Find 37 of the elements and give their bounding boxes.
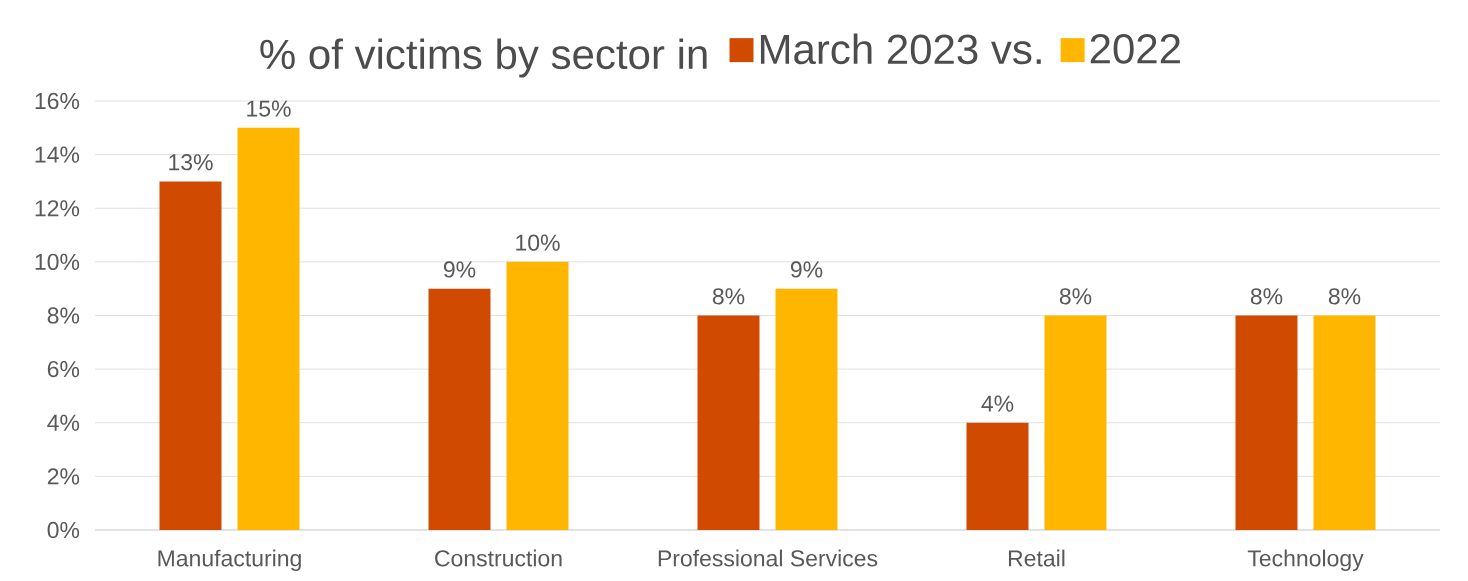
- y-tick-label: 8%: [47, 307, 80, 324]
- data-label: 9%: [443, 261, 476, 278]
- bar: [506, 261, 569, 530]
- data-label: 8%: [1328, 288, 1361, 305]
- bar: [1235, 315, 1298, 530]
- bar: [966, 422, 1029, 530]
- bar: [1313, 315, 1376, 530]
- data-label: 9%: [790, 261, 823, 278]
- y-tick-label: 10%: [35, 253, 80, 270]
- bar: [428, 288, 491, 530]
- x-tick-label: Construction: [435, 549, 562, 567]
- data-label: 4%: [981, 395, 1014, 412]
- legend-label: March 2023 vs.: [760, 33, 1041, 65]
- y-tick-label: 6%: [47, 360, 80, 378]
- y-tick-label: 0%: [47, 521, 80, 539]
- data-label: 13%: [169, 154, 213, 171]
- chart-title: % of victims by sector in: [260, 38, 707, 78]
- bar: [1044, 315, 1107, 530]
- y-tick-label: 14%: [35, 146, 80, 163]
- y-tick-label: 4%: [47, 414, 80, 431]
- y-tick-label: 12%: [35, 200, 80, 217]
- data-label: 8%: [712, 288, 745, 305]
- data-label: 8%: [1250, 288, 1283, 305]
- x-tick-label: Retail: [1008, 549, 1065, 567]
- bar: [159, 181, 222, 530]
- data-label: 10%: [516, 234, 560, 251]
- x-tick-label: Professional Services: [658, 549, 878, 567]
- data-label: 8%: [1059, 288, 1092, 305]
- y-tick-label: 16%: [35, 92, 80, 110]
- x-tick-label: Manufacturing: [158, 549, 301, 572]
- bar: [697, 315, 760, 530]
- legend-label: 2022: [1090, 33, 1180, 64]
- bar: [775, 288, 838, 530]
- data-label: 15%: [247, 100, 291, 117]
- bar: [237, 127, 300, 530]
- y-tick-label: 2%: [47, 468, 80, 485]
- x-tick-label: Technology: [1247, 549, 1364, 572]
